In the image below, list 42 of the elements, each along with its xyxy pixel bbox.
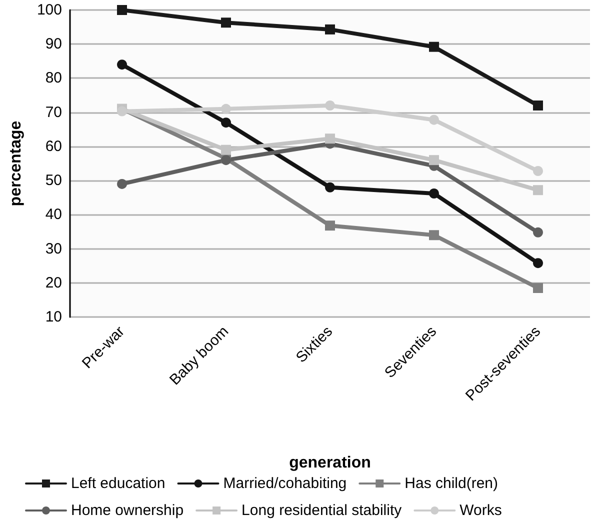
point <box>533 227 543 238</box>
y-tick-label: 100 <box>36 2 62 18</box>
point <box>429 188 439 199</box>
point <box>117 60 127 70</box>
y-tick-label: 30 <box>45 240 62 258</box>
point <box>221 118 231 128</box>
y-tick-label: 70 <box>45 104 62 121</box>
point <box>533 258 543 268</box>
point <box>533 185 543 196</box>
point <box>325 134 335 144</box>
y-tick-label: 60 <box>45 138 62 155</box>
legend-label: Home ownership <box>71 502 184 519</box>
y-tick-label: 10 <box>45 308 62 326</box>
y-tick-label: 80 <box>45 70 62 87</box>
point <box>429 114 439 125</box>
point <box>221 104 231 114</box>
legend-label: Has child(ren) <box>404 475 498 492</box>
point <box>117 106 127 116</box>
point <box>429 155 439 166</box>
point <box>325 100 335 111</box>
y-tick-label: 40 <box>45 206 62 224</box>
point <box>533 283 543 294</box>
y-tick-label: 50 <box>45 172 62 190</box>
point <box>221 18 231 28</box>
point <box>533 166 543 176</box>
point <box>117 178 127 189</box>
point <box>117 5 127 15</box>
y-tick-label: 20 <box>45 274 62 292</box>
legend-label: Left education <box>71 475 166 492</box>
point <box>429 230 439 240</box>
x-axis-title: generation <box>289 454 371 472</box>
legend-label: Married/cohabiting <box>223 475 347 492</box>
point <box>325 182 335 192</box>
y-tick-label: 90 <box>45 36 62 53</box>
legend-label: Long residential stability <box>242 502 402 519</box>
point <box>429 42 439 52</box>
point <box>325 220 335 231</box>
point <box>325 24 335 34</box>
point <box>221 144 231 155</box>
legend-label: Works <box>460 502 502 519</box>
point <box>533 100 543 111</box>
y-axis-title: percentage <box>8 120 24 206</box>
